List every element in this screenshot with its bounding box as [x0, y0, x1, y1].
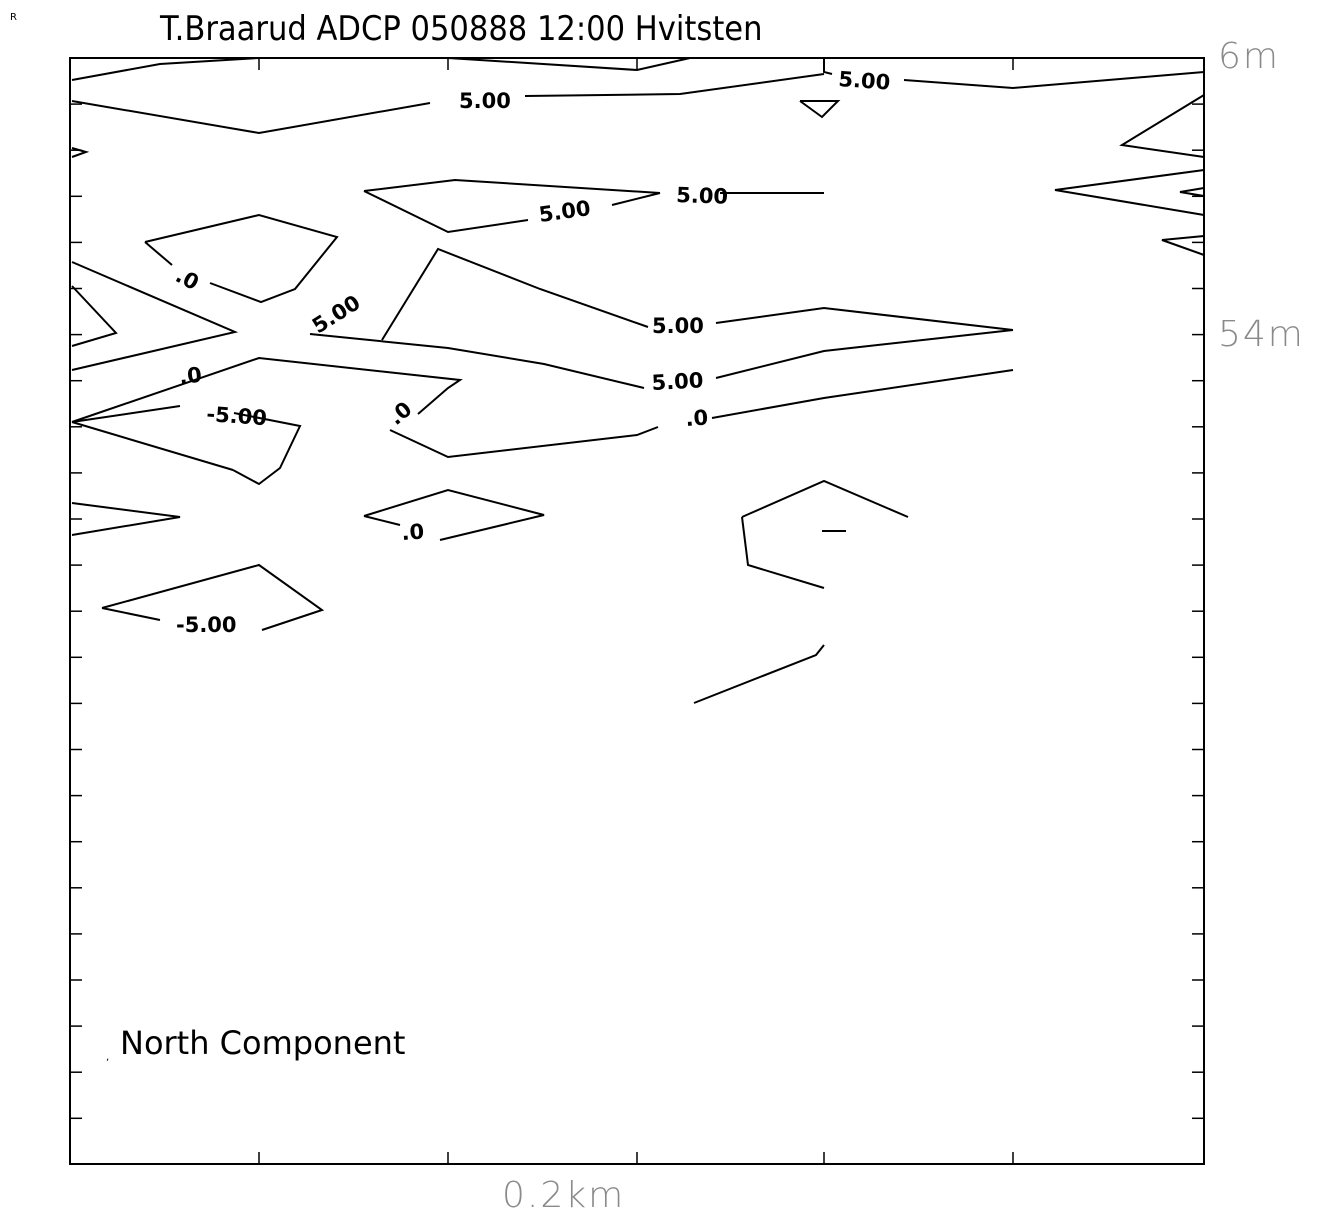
contour-label: 5.00 [459, 89, 511, 113]
contour-label: .0 [172, 263, 203, 295]
contour-line [144, 241, 173, 266]
contour-line [71, 147, 90, 158]
contour-label: 5.00 [838, 67, 891, 95]
contour-line [1119, 94, 1205, 158]
contour-line [741, 479, 909, 518]
contour-line [363, 515, 401, 526]
contour-line [309, 333, 645, 389]
contour-line [71, 405, 181, 423]
contour-line [611, 192, 661, 206]
contour-label: -5.00 [206, 402, 268, 430]
contour-label: 5.00 [676, 183, 729, 209]
contour-lines [71, 57, 1205, 704]
contour-line [693, 644, 825, 704]
contour-line [1054, 169, 1205, 216]
contour-line [101, 607, 161, 621]
x-axis-label: 0.2km [502, 1175, 625, 1216]
contour-line [524, 73, 825, 97]
contour-line [799, 100, 841, 119]
contour-label: -5.00 [176, 613, 237, 637]
contour-line [101, 563, 325, 631]
contour-label: 5.00 [537, 196, 592, 227]
contour-line [363, 488, 545, 541]
contour-line [715, 306, 1014, 331]
contour-line [71, 285, 118, 347]
contour-line [1161, 235, 1205, 256]
contour-line [232, 412, 302, 486]
contour-line [71, 356, 463, 423]
contour-line [389, 426, 659, 459]
contour-line [903, 71, 1205, 90]
contour-line [715, 329, 1014, 379]
axis-ticks [70, 58, 1204, 1164]
contour-line [71, 261, 239, 371]
contour-label: .0 [178, 363, 203, 389]
contour-line [71, 421, 234, 471]
contour-line [711, 369, 1014, 419]
y-axis-top-label: 6m [1218, 36, 1280, 77]
contour-label: 5.00 [308, 290, 365, 338]
contour-label: .0 [401, 519, 425, 545]
component-annotation: North Component [120, 1024, 405, 1062]
plot-frame [69, 57, 1205, 1165]
contour-line [823, 58, 833, 75]
contour-line [363, 178, 661, 194]
contour-label: .0 [685, 405, 709, 431]
contour-line [381, 247, 649, 341]
y-axis-mid-label: 54m [1218, 314, 1305, 355]
chart-title: T.Braarud ADCP 050888 12:00 Hvitsten [159, 9, 763, 49]
contour-line [741, 516, 825, 589]
contour-line [363, 190, 529, 234]
contour-label: 5.00 [651, 368, 704, 395]
contour-line [71, 100, 431, 135]
contour-line [71, 502, 181, 536]
contour-line [71, 57, 260, 81]
contour-line [1179, 187, 1205, 197]
annotation-mark: , [106, 1052, 109, 1063]
contour-line [447, 57, 691, 72]
contour-label: 5.00 [652, 314, 704, 338]
corner-mark: R [10, 12, 17, 23]
contour-line [144, 213, 339, 304]
contour-label: .0 [384, 397, 417, 430]
contour-labels: 5.00 5.00 5.00 5.00 5.00 5.00 5.00 .0 .0… [172, 67, 891, 637]
